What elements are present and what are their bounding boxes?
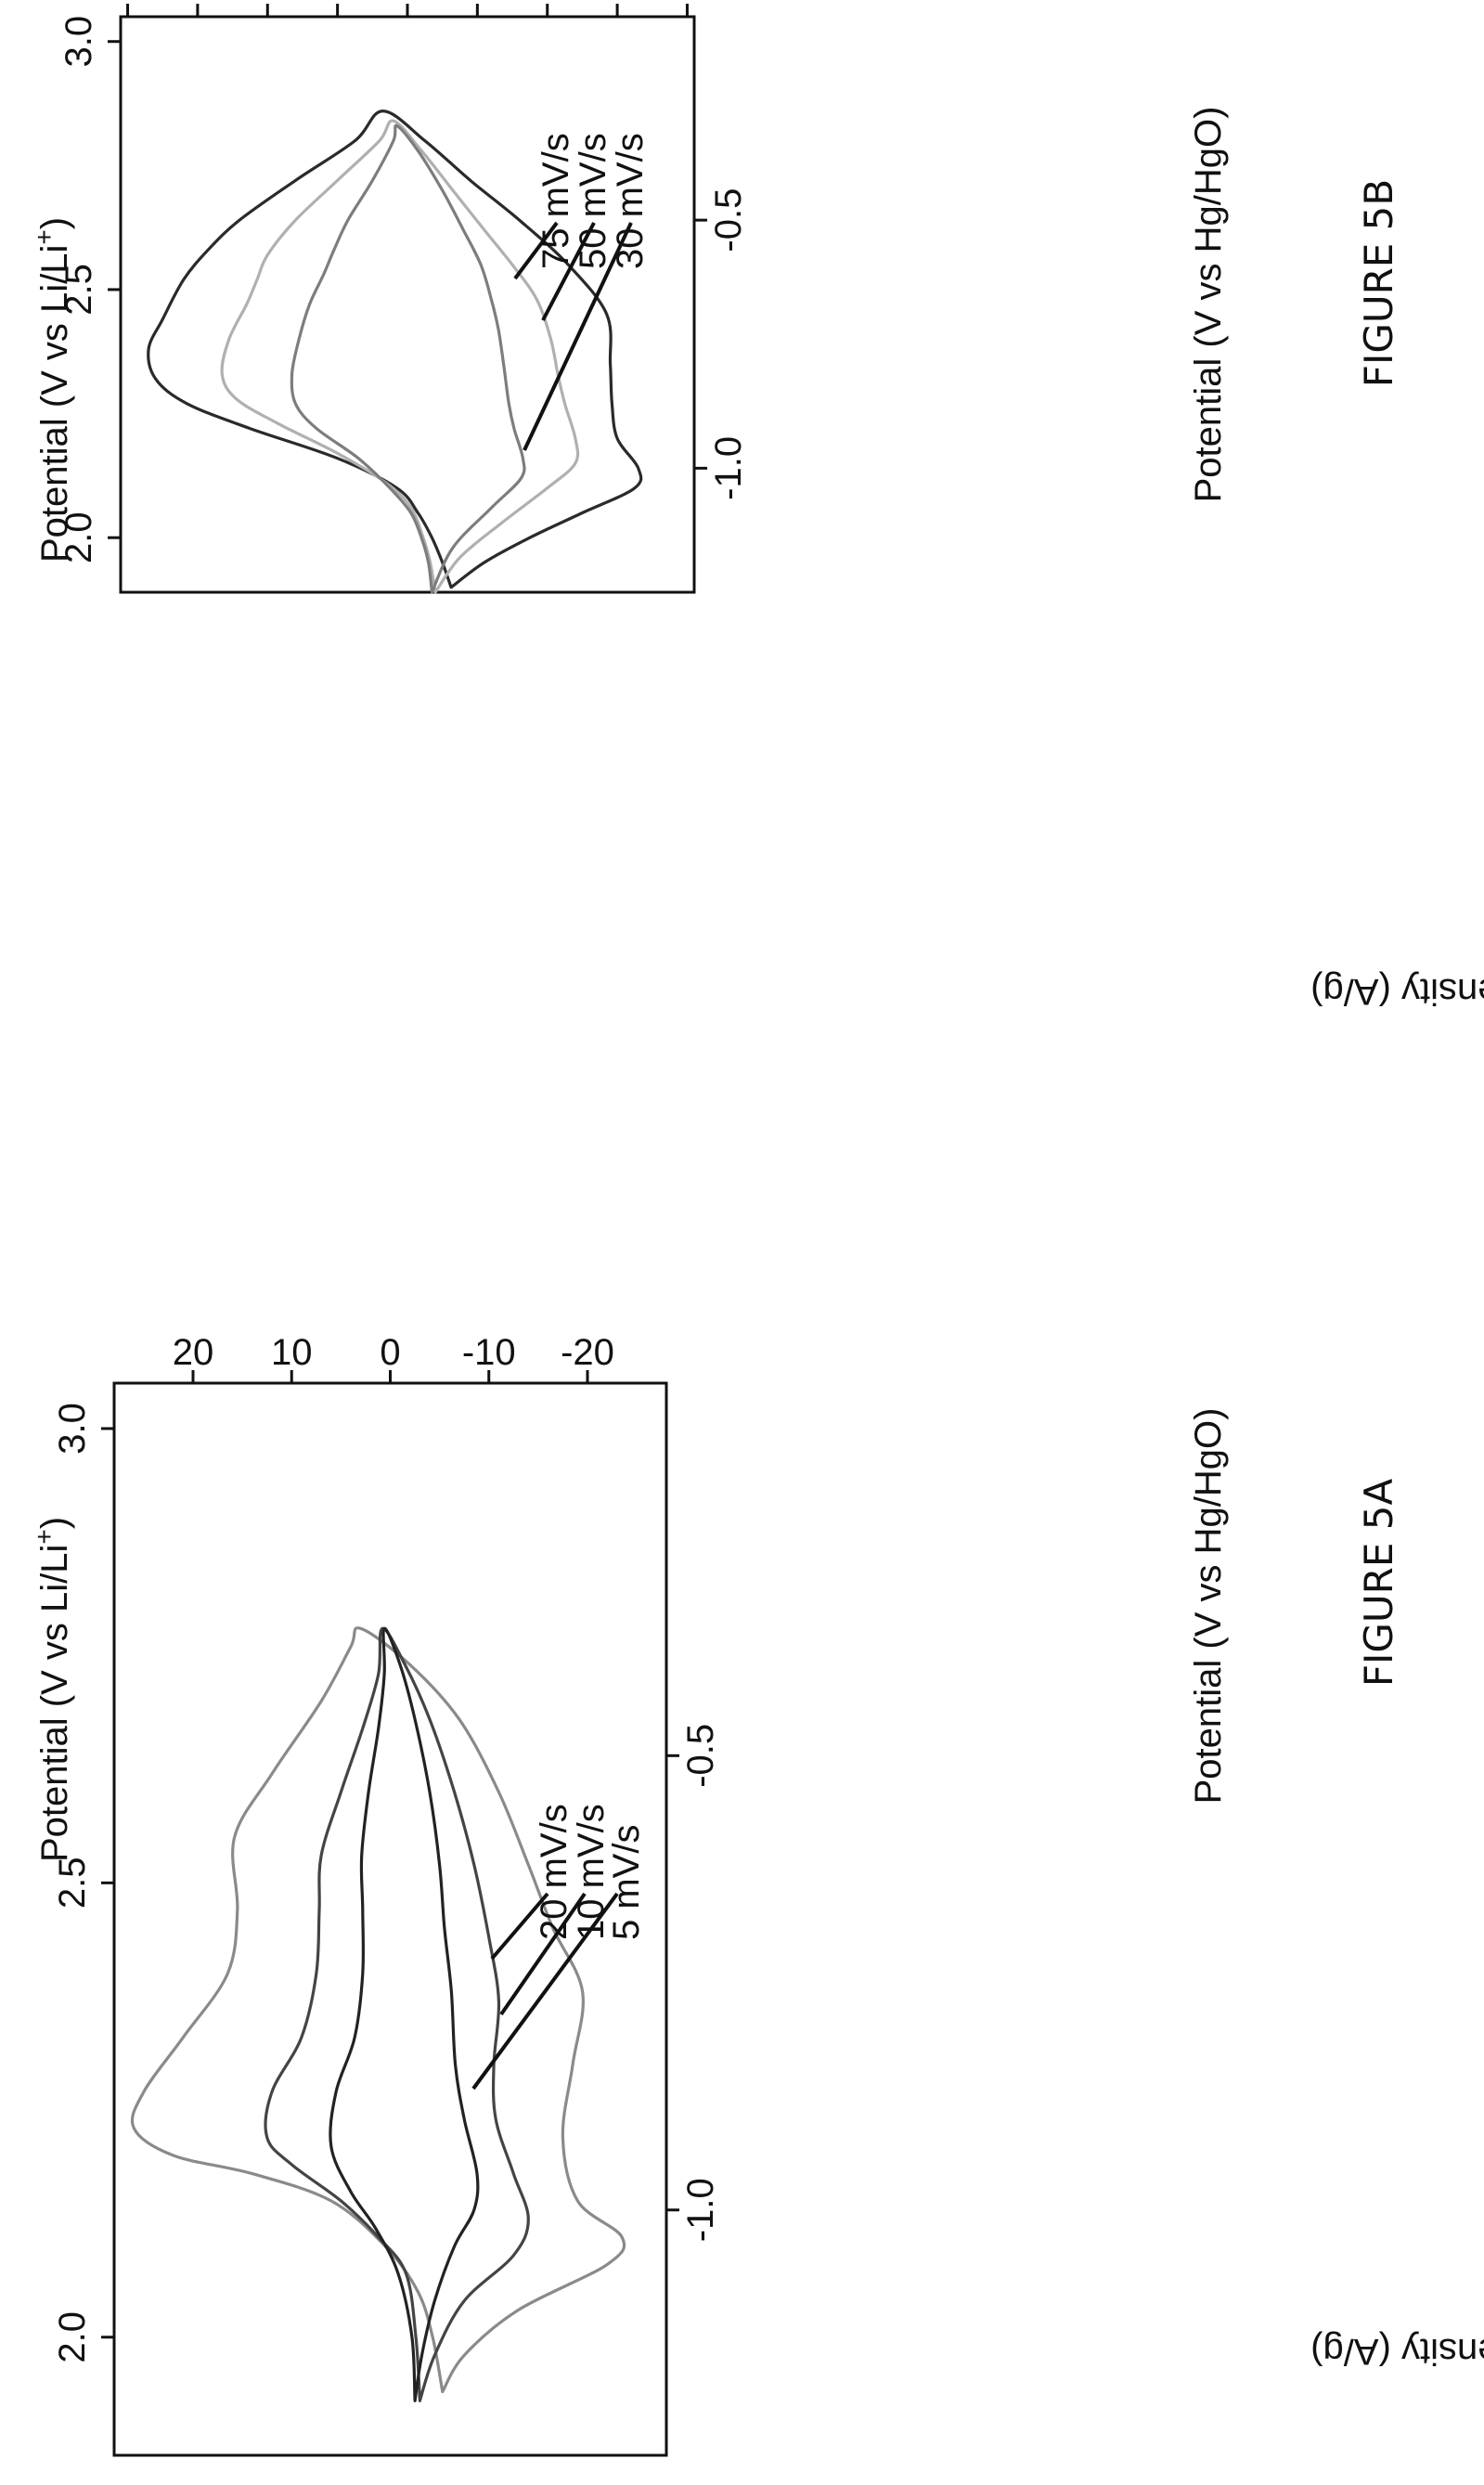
figure-5b-leader-line — [541, 222, 596, 321]
figure-5a-curves — [130, 1626, 626, 2402]
figure-5b-top-axis-title: Potential (V vs Hg/HgO) — [1188, 107, 1229, 503]
figure-5a-label: FIGURE 5A — [1356, 1479, 1401, 1688]
figure-5b-x2-tick-label: -0.5 — [708, 188, 749, 252]
figure-5a-y-tick-label: 20 — [173, 1332, 214, 1373]
figure-5b-plot-area: 2.0 2.5 3.0 -1.0 -0.5 80 60 40 20 0 -20 -40 -60 -80 — [58, 0, 749, 594]
figure-5a-curve-5mvs — [329, 1626, 480, 2402]
figure-5b-annotations: 75 mV/s50 mV/s30 mV/s — [513, 133, 651, 451]
figure-5a-y-tick-label: 10 — [271, 1332, 313, 1373]
figure-5a-scan-rate-label: 5 mV/s — [606, 1825, 647, 1940]
figure-5a-x2-tick-label: -1.0 — [680, 2178, 721, 2242]
figure-5b-axes: 2.0 2.5 3.0 -1.0 -0.5 80 60 40 20 0 -20 -40 -60 -80 — [58, 0, 749, 594]
figure-5b-bottom-axis-title: Potential (V vs Li/Li+) — [30, 217, 76, 563]
figure-5b-left-axis-title: Current Density (A/g) — [1310, 971, 1484, 1012]
figure-5b-curves — [147, 110, 643, 594]
figure-5b-x-tick-label: 2.0 — [58, 511, 99, 563]
figure-5a-y-tick-label: -20 — [561, 1332, 614, 1373]
figure-5a-leader-line — [471, 1892, 619, 2090]
figure-5a-annotations: 20 mV/s10 mV/s5 mV/s — [471, 1804, 647, 2090]
figure-5a-bottom-axis-title-sup: + — [30, 1529, 58, 1544]
figure-5a-curve-10mvs — [264, 1626, 530, 2402]
figure-5a-x-tick-label: 2.5 — [52, 1857, 93, 1909]
figure-5a-leader-line — [490, 1892, 549, 1961]
figure-5a-left-axis-title: Current Density (A/g) — [1310, 2331, 1484, 2372]
figure-5a-bottom-axis-title-main: Potential (V vs Li/Li — [34, 1545, 75, 1862]
figure-5b-y-tick-label: 20 — [316, 0, 358, 6]
figure-5a-top-axis-title: Potential (V vs Hg/HgO) — [1188, 1408, 1229, 1805]
figure-5a-axes: 2.0 2.5 3.0 -1.0 -0.5 20 10 0 -10 -20 — [52, 1332, 721, 2457]
figure-5a-scan-rate-label: 10 mV/s — [571, 1804, 612, 1940]
figure-5b-bottom-axis-title-sup: + — [30, 229, 58, 244]
figure-5b-label: FIGURE 5B — [1356, 179, 1401, 387]
figure-5b-y-tick-label: 40 — [247, 0, 289, 6]
figure-5b-curve-50mvs — [220, 119, 580, 594]
figure-5a-plot-curves — [130, 1626, 626, 2402]
figure-5b-x-tick-label: 3.0 — [58, 16, 99, 68]
figure-5a-curve-20mvs — [130, 1626, 626, 2394]
figure-5b-y-tick-label: 60 — [177, 0, 219, 6]
figure-5b-bottom-axis-title-suffix: ) — [34, 217, 75, 229]
figure-5b-scan-rate-label: 75 mV/s — [536, 133, 576, 269]
figure-5a-plot-area: 2.0 2.5 3.0 -1.0 -0.5 20 10 0 -10 -20 — [52, 1332, 721, 2457]
figure-5b-curve-30mvs — [290, 123, 526, 594]
figure-5b-x-tick-label: 2.5 — [58, 264, 99, 316]
figure-5b-scan-rate-label: 50 mV/s — [573, 133, 613, 269]
figure-5a-x-tick-label: 2.0 — [52, 2311, 93, 2363]
figure-5b-leader-line — [523, 222, 633, 451]
figure-5a-leader-line — [499, 1892, 587, 2016]
figure-5b-y-tick-label: -40 — [521, 0, 574, 6]
figure-5a-chart: 2.0 2.5 3.0 -1.0 -0.5 20 10 0 -10 -20 20 mV/s10 m… — [52, 1332, 721, 2457]
figure-5b-y-tick-label: 0 — [397, 0, 418, 6]
figure-5a-x2-tick-label: -0.5 — [680, 1724, 721, 1788]
figure-5b-chart: 2.0 2.5 3.0 -1.0 -0.5 80 60 40 20 0 -20 -40 -60 -80 7… — [58, 0, 749, 594]
figure-5b-bottom-axis-title-main: Potential (V vs Li/Li — [34, 245, 75, 563]
figure-5a-y-tick-label: 0 — [380, 1332, 400, 1373]
figure-5b-y-tick-label: 80 — [107, 0, 148, 6]
figure-5b-y-tick-label: -80 — [661, 0, 715, 6]
figure-5a-y-tick-label: -10 — [462, 1332, 516, 1373]
figure-5b-y-tick-label: -60 — [590, 0, 644, 6]
figure-5a-bottom-axis-title-suffix: ) — [34, 1517, 75, 1529]
figure-5b-x2-tick-label: -1.0 — [708, 436, 749, 500]
figure-5b-y-tick-label: -20 — [450, 0, 504, 6]
figure-5b-leader-line — [513, 221, 559, 280]
figure-5a-bottom-axis-title: Potential (V vs Li/Li+) — [30, 1517, 76, 1862]
figure-5a-x-tick-label: 3.0 — [52, 1403, 93, 1455]
figure-5b-plot-curves — [147, 110, 643, 594]
figure-5b-curve-75mvs — [147, 110, 643, 589]
figure-5b-scan-rate-label: 30 mV/s — [610, 133, 651, 269]
